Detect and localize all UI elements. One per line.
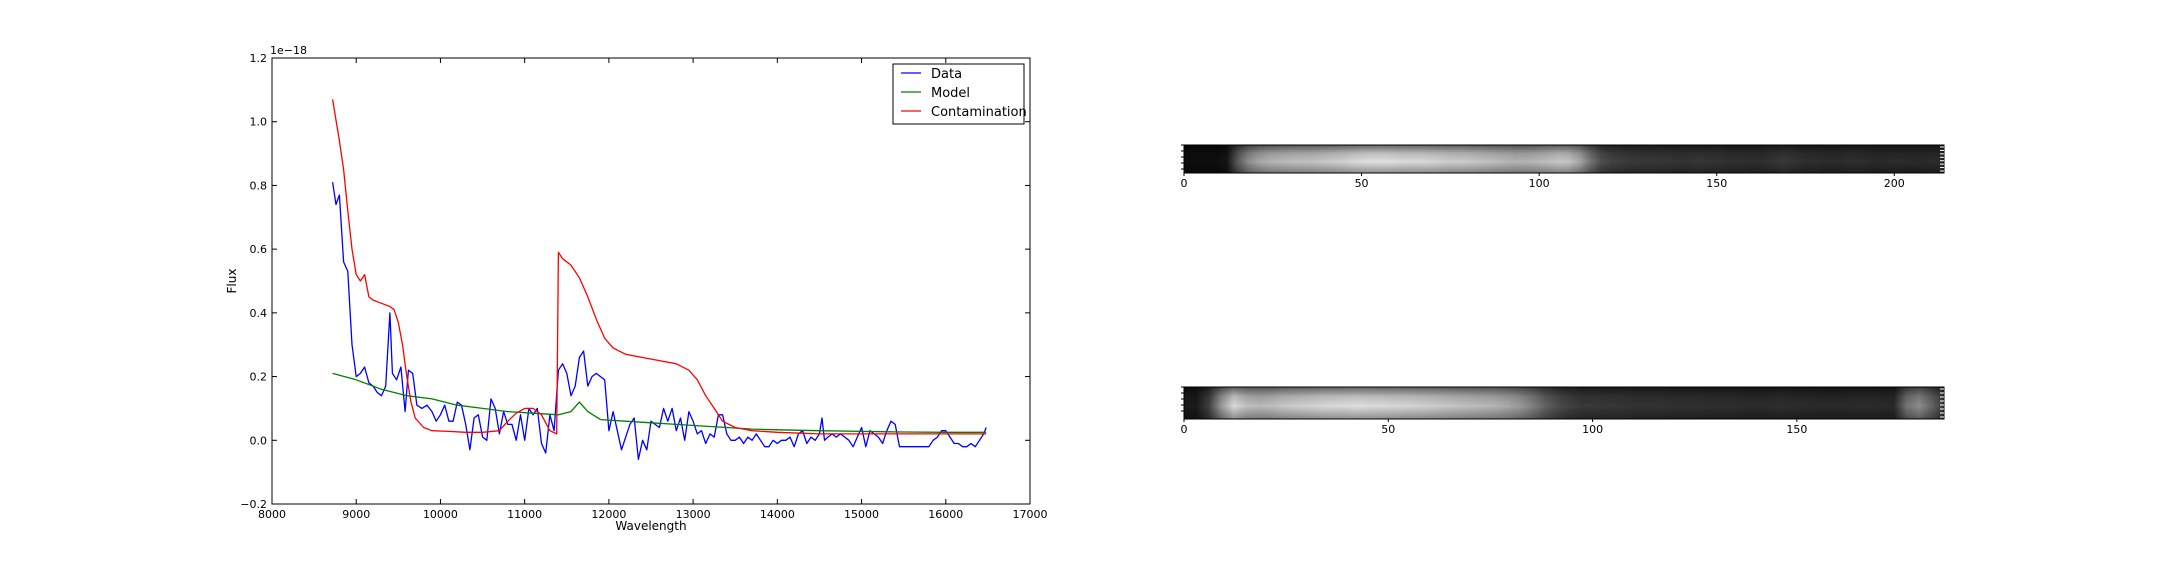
legend-box [892, 63, 1025, 125]
x-tick-label: 9000 [342, 508, 370, 521]
image-1-y-ticks [1181, 144, 1184, 170]
image-2-shade [1184, 387, 1944, 419]
plot-area [272, 58, 1030, 504]
x-tick-labels: 8000 9000 10000 11000 12000 13000 14000 15000 16… [258, 508, 1048, 521]
y-tick-label: 1.0 [250, 116, 268, 129]
y-tick-labels: −0.2 0.0 0.2 0.4 0.6 0.8 1.0 1.2 [240, 52, 267, 511]
y-tick-label: 0.6 [250, 243, 268, 256]
image-1-frame [1183, 144, 1945, 174]
image-x-tick-label: 0 [1181, 177, 1188, 190]
image-x-tick-label: 150 [1786, 423, 1807, 436]
image-x-tick-label: 200 [1884, 177, 1905, 190]
x-tick-label: 17000 [1013, 508, 1048, 521]
x-tick-label: 10000 [423, 508, 458, 521]
y-offset-text: 1e−18 [270, 44, 307, 57]
image-x-tick-label: 0 [1181, 423, 1188, 436]
x-tick-label: 8000 [258, 508, 286, 521]
image-2-y-ticks [1181, 386, 1184, 412]
image-x-tick-label: 50 [1355, 177, 1369, 190]
legend-label-model: Model [931, 86, 970, 101]
y-tick-label: −0.2 [240, 498, 267, 511]
series-lines [331, 99, 987, 461]
spectrum-image-2: 0 50 100 150 [1181, 386, 1945, 436]
image-x-tick-label: 50 [1381, 423, 1395, 436]
x-tick-label: 13000 [676, 508, 711, 521]
image-2-frame [1183, 386, 1945, 420]
series-line-contamination [331, 99, 987, 435]
spectrum-image-1: 0 50 100 150 200 [1181, 144, 1945, 190]
y-tick-label: 0.8 [250, 179, 268, 192]
image-2-x-ticks: 0 50 100 150 [1181, 388, 1944, 436]
series-line-data [331, 182, 987, 461]
legend-label-data: Data [931, 67, 962, 82]
y-tick-label: 0.4 [250, 307, 268, 320]
x-tick-label: 11000 [507, 508, 542, 521]
image-x-tick-label: 100 [1582, 423, 1603, 436]
series-line-model [332, 372, 987, 433]
image-1-x-ticks: 0 50 100 150 200 [1181, 146, 1944, 190]
x-tick-label: 12000 [591, 508, 626, 521]
y-tick-label: 1.2 [250, 52, 268, 65]
image-x-tick-label: 100 [1529, 177, 1550, 190]
image-1-shade [1184, 145, 1944, 173]
x-tick-label: 14000 [760, 508, 795, 521]
image-x-tick-label: 150 [1706, 177, 1727, 190]
y-tick-label: 0.0 [250, 434, 268, 447]
y-tick-label: 0.2 [250, 371, 268, 384]
x-tick-label: 16000 [928, 508, 963, 521]
legend-label-contamination: Contamination [931, 105, 1027, 120]
spectrum-plot: −0.2 0.0 0.2 0.4 0.6 0.8 1.0 1.2 8000 9000 10000 1… [225, 44, 1048, 533]
y-axis-label: Flux [225, 269, 239, 294]
plot-frame [271, 57, 1031, 505]
x-tick-label: 15000 [844, 508, 879, 521]
x-axis-label: Wavelength [615, 519, 686, 533]
legend: Data Model Contamination [892, 63, 1027, 125]
